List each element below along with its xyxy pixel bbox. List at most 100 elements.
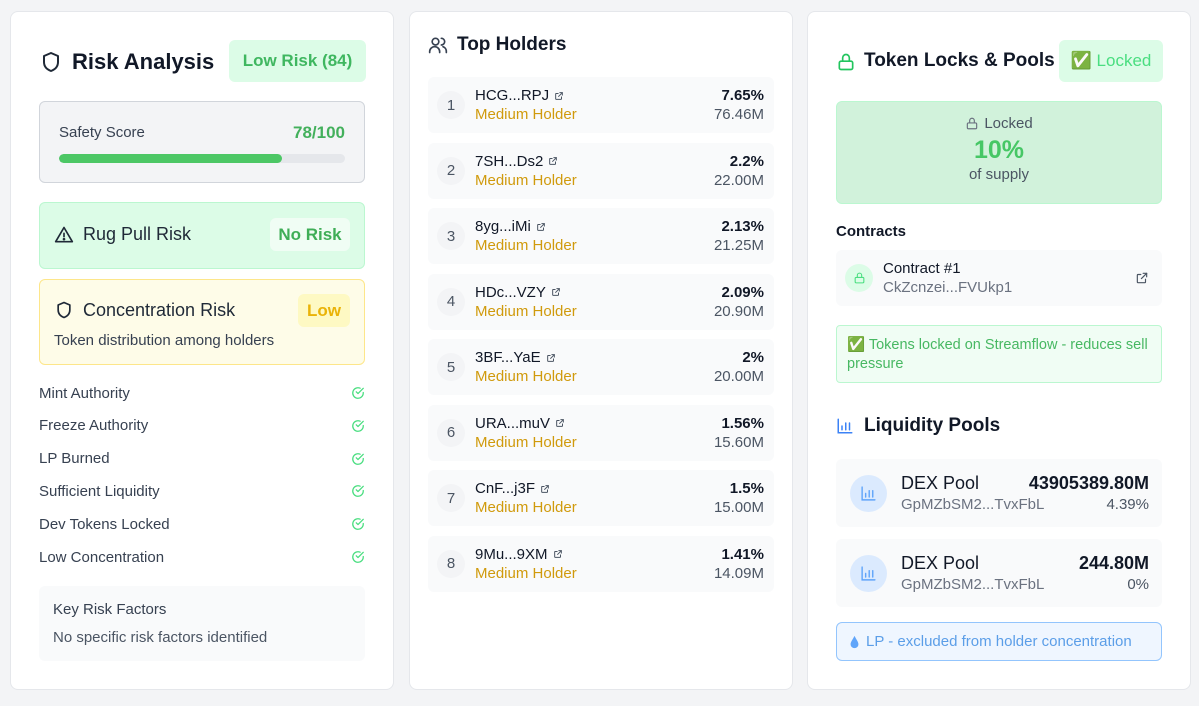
holder-percent: 1.41% bbox=[721, 545, 764, 563]
holder-row[interactable]: 5 3BF...YaE Medium Holder 2% 20.00M bbox=[428, 339, 774, 395]
holder-type: Medium Holder bbox=[475, 302, 577, 320]
holder-type: Medium Holder bbox=[475, 368, 577, 385]
risk-check-label: Dev Tokens Locked bbox=[39, 515, 170, 533]
pool-value: 244.80M bbox=[1078, 552, 1149, 573]
holder-row[interactable]: 8 9Mu...9XM Medium Holder 1.41% 14.09M bbox=[428, 535, 774, 592]
holder-percent: 1.56% bbox=[721, 414, 764, 432]
locked-label: Locked bbox=[984, 115, 1033, 132]
external-link-icon[interactable] bbox=[548, 156, 558, 166]
holder-address[interactable]: URA...muV bbox=[475, 415, 565, 432]
holder-row[interactable]: 1 HCG...RPJ Medium Holder 7.65% 76.46M bbox=[428, 77, 774, 133]
holder-address-text: URA...muV bbox=[475, 414, 551, 432]
holder-rank: 8 bbox=[437, 549, 465, 578]
holder-address[interactable]: 7SH...Ds2 bbox=[475, 153, 558, 170]
droplet-icon bbox=[849, 635, 860, 649]
holder-row[interactable]: 7 CnF...j3F Medium Holder 1.5% 15.00M bbox=[428, 470, 774, 526]
holder-type: Medium Holder bbox=[475, 237, 577, 254]
users-icon bbox=[428, 35, 448, 55]
lp-notice: LP - excluded from holder concentration bbox=[836, 622, 1162, 661]
top-holders-card: Top Holders 1 HCG...RPJ Medium Holder 7.65%… bbox=[409, 11, 793, 690]
token-locks-title: Token Locks & Pools bbox=[864, 50, 1055, 71]
contracts-heading: Contracts bbox=[836, 223, 907, 240]
holder-address[interactable]: HCG...RPJ bbox=[475, 87, 564, 104]
liquidity-pool-item[interactable]: DEX Pool GpMZbSM2...TvxFbL 43905389.80M 4.3… bbox=[836, 459, 1162, 527]
check-circle-icon bbox=[351, 386, 365, 400]
holder-row[interactable]: 3 8yg...iMi Medium Holder 2.13% 21.25M bbox=[428, 208, 774, 264]
rug-pull-risk-panel: Rug Pull Risk No Risk bbox=[39, 202, 365, 269]
contract-name: Contract #1 bbox=[883, 260, 961, 277]
holder-address-text: HDc...VZY bbox=[475, 283, 546, 301]
holder-address-text: CnF...j3F bbox=[475, 480, 536, 497]
external-link-icon[interactable] bbox=[554, 91, 564, 101]
liquidity-pool-item[interactable]: DEX Pool GpMZbSM2...TvxFbL 244.80M 0% bbox=[836, 538, 1162, 607]
external-link-icon[interactable] bbox=[536, 222, 546, 232]
external-link-icon[interactable] bbox=[551, 287, 561, 297]
warning-triangle-icon bbox=[54, 225, 74, 245]
shield-icon bbox=[54, 300, 74, 320]
safety-score-panel: Safety Score 78/100 bbox=[39, 101, 365, 183]
holder-percent: 2% bbox=[742, 349, 764, 366]
holder-address[interactable]: 8yg...iMi bbox=[475, 218, 546, 235]
bar-chart-icon bbox=[850, 475, 887, 512]
risk-check-row: Dev Tokens Locked bbox=[39, 514, 365, 534]
holder-type: Medium Holder bbox=[475, 106, 577, 123]
pool-name: DEX Pool bbox=[901, 473, 980, 493]
check-circle-icon bbox=[351, 550, 365, 564]
lock-icon bbox=[965, 116, 979, 131]
locked-supply-sub: of supply bbox=[968, 166, 1030, 183]
pool-percent: 4.39% bbox=[1106, 496, 1149, 513]
locked-badge: ✅ Locked bbox=[1059, 40, 1163, 82]
external-link-icon[interactable] bbox=[555, 418, 565, 428]
holder-amount: 15.60M bbox=[713, 433, 764, 451]
holder-type: Medium Holder bbox=[475, 564, 577, 582]
holder-row[interactable]: 2 7SH...Ds2 Medium Holder 2.2% 22.00M bbox=[428, 142, 774, 199]
holder-address[interactable]: CnF...j3F bbox=[475, 480, 550, 497]
holder-rank: 5 bbox=[437, 353, 465, 381]
holder-percent: 2.2% bbox=[729, 152, 764, 170]
holder-amount: 76.46M bbox=[713, 106, 764, 123]
external-link-icon[interactable] bbox=[540, 484, 550, 494]
holder-amount: 14.09M bbox=[713, 564, 764, 582]
concentration-risk-title: Concentration Risk bbox=[83, 300, 236, 320]
lock-icon bbox=[836, 51, 856, 73]
locked-supply-panel: Locked 10% of supply bbox=[836, 101, 1162, 204]
holder-address-text: 3BF...YaE bbox=[475, 349, 541, 366]
risk-analysis-title: Risk Analysis bbox=[72, 49, 215, 74]
bar-chart-icon bbox=[836, 417, 854, 435]
key-risk-factors-panel: Key Risk Factors No specific risk factor… bbox=[39, 586, 365, 661]
streamflow-notice: ✅ Tokens locked on Streamflow - reduces … bbox=[836, 325, 1162, 383]
holder-type: Medium Holder bbox=[475, 499, 577, 516]
holder-address[interactable]: 3BF...YaE bbox=[475, 349, 556, 366]
risk-check-label: Mint Authority bbox=[39, 384, 130, 402]
lock-icon bbox=[845, 264, 873, 292]
contract-item[interactable]: Contract #1 CkZcnzei...FVUkp1 bbox=[836, 250, 1162, 306]
safety-score-bar bbox=[59, 154, 345, 163]
pool-address: GpMZbSM2...TvxFbL bbox=[901, 496, 1045, 513]
concentration-description: Token distribution among holders bbox=[54, 332, 275, 349]
holder-address[interactable]: HDc...VZY bbox=[475, 284, 561, 301]
external-link-icon[interactable] bbox=[1135, 271, 1149, 285]
lp-notice-text: LP - excluded from holder concentration bbox=[866, 633, 1132, 650]
holder-amount: 22.00M bbox=[713, 171, 764, 189]
external-link-icon[interactable] bbox=[553, 549, 563, 559]
holder-type: Medium Holder bbox=[475, 433, 577, 451]
holder-rank: 1 bbox=[437, 91, 465, 119]
holder-address-text: HCG...RPJ bbox=[475, 87, 550, 104]
holder-percent: 1.5% bbox=[729, 480, 764, 497]
holder-percent: 2.09% bbox=[721, 283, 764, 301]
holder-rank: 3 bbox=[437, 222, 465, 250]
check-circle-icon bbox=[351, 419, 365, 433]
holder-row[interactable]: 6 URA...muV Medium Holder 1.56% 15.60M bbox=[428, 404, 774, 461]
risk-check-row: Freeze Authority bbox=[39, 416, 365, 436]
risk-check-label: Freeze Authority bbox=[39, 417, 149, 435]
holder-address[interactable]: 9Mu...9XM bbox=[475, 546, 563, 563]
key-risk-factors-text: No specific risk factors identified bbox=[53, 629, 268, 646]
risk-check-label: Sufficient Liquidity bbox=[39, 482, 160, 500]
risk-check-label: Low Concentration bbox=[39, 548, 165, 566]
token-locks-card: Token Locks & Pools ✅ Locked Locked 10% … bbox=[807, 11, 1191, 690]
holder-rank: 7 bbox=[437, 484, 465, 512]
external-link-icon[interactable] bbox=[546, 353, 556, 363]
bar-chart-icon bbox=[850, 554, 887, 592]
pool-name: DEX Pool bbox=[901, 552, 980, 573]
holder-row[interactable]: 4 HDc...VZY Medium Holder 2.09% 20.90M bbox=[428, 273, 774, 330]
